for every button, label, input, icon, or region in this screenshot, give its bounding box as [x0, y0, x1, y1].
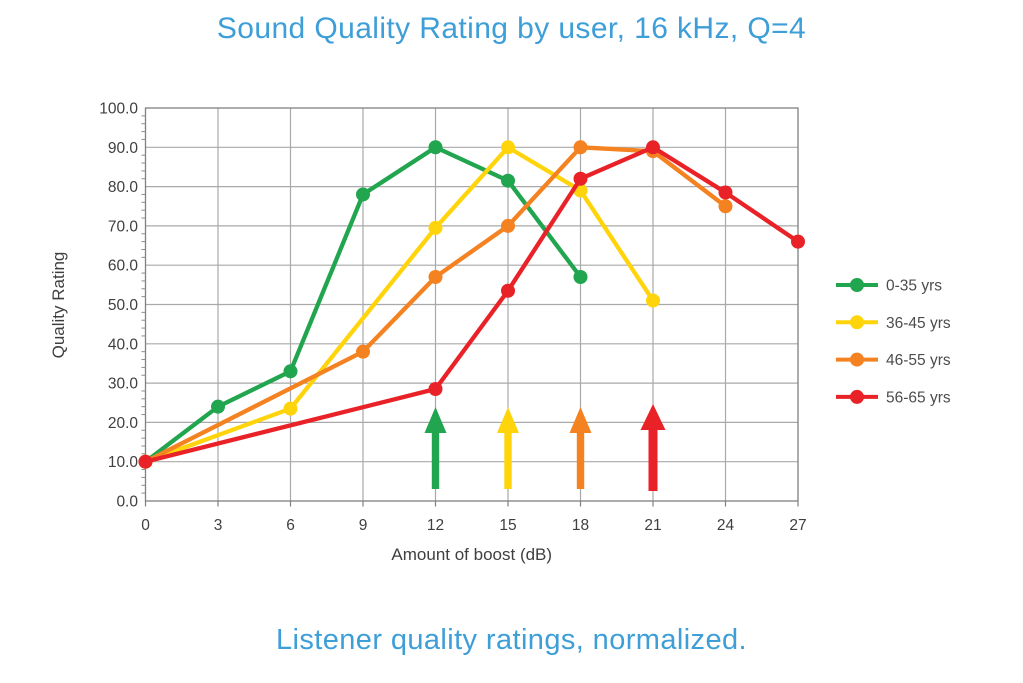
- point-56-65-yrs-21db: [646, 140, 660, 155]
- y-tick-label-100.0: 100.0: [99, 101, 138, 118]
- x-tick-label-21: 21: [644, 517, 661, 534]
- point-46-55-yrs-12db: [428, 269, 443, 284]
- point-0-35-yrs-18db: [573, 269, 588, 284]
- x-axis-title: Amount of boost (dB): [391, 545, 552, 564]
- legend-marker-56-65-yrs: [850, 389, 864, 404]
- legend-label-46-55-yrs: 46-55 yrs: [886, 352, 951, 369]
- y-tick-label-40.0: 40.0: [108, 336, 139, 353]
- y-tick-label-90.0: 90.0: [108, 140, 139, 157]
- y-tick-label-30.0: 30.0: [108, 376, 139, 393]
- y-tick-label-20.0: 20.0: [108, 415, 139, 432]
- up-arrow-12db: [424, 407, 447, 489]
- point-56-65-yrs-24db: [718, 185, 733, 200]
- point-56-65-yrs-12db: [428, 381, 443, 396]
- legend-label-36-45-yrs: 36-45 yrs: [886, 315, 951, 332]
- chart-caption: Listener quality ratings, normalized.: [276, 624, 747, 656]
- point-0-35-yrs-12db: [428, 140, 443, 155]
- point-0-35-yrs-6db: [283, 364, 298, 379]
- point-46-55-yrs-18db: [573, 140, 588, 155]
- point-0-35-yrs-9db: [356, 187, 370, 202]
- legend-label-56-65-yrs: 56-65 yrs: [886, 389, 951, 406]
- legend-marker-36-45-yrs: [850, 315, 864, 330]
- plot-border: [144, 107, 799, 502]
- point-36-45-yrs-15db: [501, 140, 515, 155]
- y-tick-label-60.0: 60.0: [108, 258, 139, 275]
- point-0-35-yrs-3db: [211, 399, 225, 414]
- legend-label-0-35-yrs: 0-35 yrs: [886, 278, 942, 295]
- x-tick-label-18: 18: [572, 517, 589, 534]
- up-arrow-18db: [569, 407, 592, 489]
- point-56-65-yrs-0db: [138, 454, 153, 469]
- x-tick-label-27: 27: [789, 517, 806, 534]
- legend-marker-46-55-yrs: [850, 352, 864, 367]
- y-axis-title: Quality Rating: [49, 252, 68, 359]
- chart-title: Sound Quality Rating by user, 16 kHz, Q=…: [216, 12, 807, 45]
- x-tick-label-12: 12: [427, 517, 444, 534]
- point-56-65-yrs-15db: [501, 283, 515, 298]
- point-46-55-yrs-9db: [356, 344, 370, 359]
- point-0-35-yrs-15db: [501, 173, 515, 188]
- y-tick-label-50.0: 50.0: [108, 297, 139, 314]
- x-tick-label-9: 9: [359, 517, 368, 534]
- point-56-65-yrs-18db: [573, 171, 588, 186]
- up-arrow-15db: [497, 407, 519, 489]
- y-tick-label-0.0: 0.0: [116, 494, 138, 511]
- x-tick-label-24: 24: [717, 517, 735, 534]
- legend-item-56-65-yrs: 56-65 yrs: [836, 389, 951, 406]
- point-36-45-yrs-6db: [283, 401, 298, 416]
- x-tick-label-3: 3: [214, 517, 223, 534]
- point-46-55-yrs-15db: [501, 218, 515, 233]
- y-tick-label-70.0: 70.0: [108, 218, 139, 235]
- y-tick-label-80.0: 80.0: [108, 179, 139, 196]
- legend-item-46-55-yrs: 46-55 yrs: [836, 352, 951, 369]
- point-46-55-yrs-24db: [718, 199, 733, 214]
- up-arrow-21db: [640, 404, 666, 491]
- point-36-45-yrs-12db: [428, 220, 443, 235]
- x-tick-label-6: 6: [286, 517, 295, 534]
- point-56-65-yrs-27db: [791, 234, 805, 249]
- legend-item-0-35-yrs: 0-35 yrs: [836, 278, 942, 295]
- legend-marker-0-35-yrs: [850, 278, 864, 292]
- point-36-45-yrs-21db: [646, 293, 660, 308]
- series-line-36-45-yrs: [143, 145, 656, 464]
- x-tick-label-15: 15: [499, 517, 516, 534]
- y-tick-label-10.0: 10.0: [108, 454, 139, 471]
- legend-item-36-45-yrs: 36-45 yrs: [836, 315, 951, 332]
- x-tick-label-0: 0: [141, 517, 150, 534]
